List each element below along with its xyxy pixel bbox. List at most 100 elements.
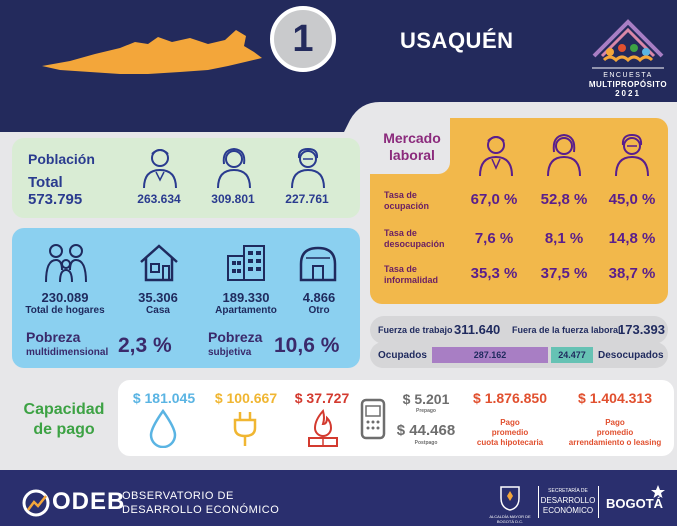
pobreza-subj-sub: subjetiva: [208, 347, 252, 358]
hogares-apto-label: Apartamento: [215, 305, 277, 316]
man-icon: [479, 136, 513, 177]
survey-label-2: MULTIPROPÓSITO: [588, 80, 668, 89]
footer-divider: [538, 486, 539, 518]
alcaldia-label: ALCALDÍA MAYOR DE BOGOTÁ D.C.: [489, 514, 531, 524]
ocupados-bar: [432, 347, 548, 363]
hipoteca-value: $ 1.876.850: [473, 390, 547, 406]
mercado-title-line2: laboral: [389, 147, 435, 163]
hogares-casa-label: Casa: [146, 305, 170, 316]
poblacion-women-value: 309.801: [211, 192, 255, 206]
observatorio-line2: DESARROLLO ECONÓMICO: [122, 504, 280, 516]
prepago-label: Prepago: [415, 408, 436, 414]
poblacion-title: Población: [28, 151, 95, 167]
informalidad-men-value: 35,3 %: [470, 265, 518, 282]
pobreza-subj-value: 10,6 %: [274, 334, 340, 357]
postpago-label: Postpago: [414, 440, 438, 446]
pobreza-multi-value: 2,3 %: [118, 334, 172, 357]
usaquen-map-shape: [42, 30, 262, 74]
coat-of-arms-icon: [500, 486, 520, 511]
hogares-casa-value: 35.306: [138, 290, 178, 305]
desocupacion-label-1: Tasa de: [384, 228, 417, 238]
fuerza-trabajo-label: Fuerza de trabajo: [378, 325, 453, 335]
hipoteca-label-3: cuota hipotecaria: [476, 438, 544, 447]
arriendo-label-2: promedio: [596, 428, 634, 437]
desocupados-bar: [551, 347, 593, 363]
pobreza-multi-title: Pobreza: [26, 329, 81, 345]
fuerza-trabajo-value: 311.640: [454, 322, 501, 337]
desocupacion-men-value: 7,6 %: [474, 230, 514, 247]
poblacion-total-label: Total: [28, 174, 63, 191]
hogares-total-value: 230.089: [41, 290, 89, 305]
informalidad-label: Tasa de informalidad: [384, 264, 438, 286]
arriendo-label: Pago promedio arrendamiento o leasing: [560, 418, 670, 448]
apartment-icon: [227, 245, 265, 281]
phone-icon: [360, 398, 386, 440]
bogota-star-icon: [651, 485, 665, 498]
hipoteca-label-2: promedio: [491, 428, 529, 437]
informalidad-label-2: informalidad: [384, 275, 439, 285]
gas-flame-icon: [308, 408, 338, 447]
hogares-otro-value: 4.866: [302, 290, 336, 305]
survey-logo-icon: [592, 19, 664, 69]
hipoteca-label: Pago promedio cuota hipotecaria: [462, 418, 558, 448]
postpago-value: $ 44.468: [396, 422, 456, 439]
mercado-title: Mercado laboral: [378, 130, 446, 164]
power-plug-icon: [233, 412, 257, 446]
poblacion-elderly-value: 227.761: [285, 192, 329, 206]
district-number: 1: [270, 6, 336, 72]
prepago-value: $ 5.201: [402, 391, 450, 407]
secretaria-line1: SECRETARÍA DE: [548, 488, 588, 494]
ocupados-label: Ocupados: [378, 350, 427, 361]
pobreza-subj-title: Pobreza: [208, 329, 263, 345]
woman-icon: [217, 147, 251, 189]
arriendo-label-3: arrendamiento o leasing: [568, 438, 662, 447]
mercado-title-line1: Mercado: [383, 130, 441, 146]
desocupacion-label: Tasa de desocupación: [384, 228, 445, 250]
house-icon: [140, 244, 178, 282]
secretaria-line3: ECONÓMICO: [542, 506, 594, 515]
odeb-logo-icon: [22, 489, 50, 517]
ocupacion-women-value: 52,8 %: [540, 191, 588, 208]
desocupados-value: 24.477: [558, 350, 586, 360]
ocupacion-label-2: ocupación: [384, 201, 430, 211]
family-icon: [45, 244, 87, 283]
bogota-logo-text: BOGOTÁ: [606, 496, 664, 511]
informalidad-label-1: Tasa de: [384, 264, 417, 274]
capacidad-pago-card: [118, 380, 674, 456]
pobreza-multi-sub: multidimensional: [26, 347, 109, 358]
hipoteca-label-1: Pago: [500, 418, 520, 427]
capacidad-pago-line1: Capacidad: [23, 401, 105, 418]
poblacion-men-value: 263.634: [137, 192, 181, 206]
odeb-logo-text: ODEB: [52, 488, 126, 515]
secretaria-line2: DESARROLLO: [540, 496, 596, 505]
informalidad-women-value: 37,5 %: [540, 265, 588, 282]
woman-icon: [547, 133, 581, 177]
informalidad-elderly-value: 38,7 %: [608, 265, 656, 282]
footer: [0, 470, 677, 526]
hogares-otro-label: Otro: [308, 305, 330, 316]
water-drop-icon: [149, 408, 177, 448]
capacidad-pago-line2: de pago: [33, 421, 95, 438]
fuerza-card: [370, 316, 668, 344]
header-navy-shape: [0, 0, 677, 132]
fuera-fuerza-value: 173.393: [618, 322, 665, 337]
capacidad-pago-title: Capacidad de pago: [12, 400, 116, 440]
desocupacion-elderly-value: 14,8 %: [608, 230, 656, 247]
district-name: USAQUÉN: [400, 28, 514, 53]
ocupacion-label: Tasa de ocupación: [384, 190, 429, 212]
hogares-apto-value: 189.330: [222, 290, 270, 305]
survey-year: 2021: [615, 89, 641, 98]
power-value: $ 100.667: [214, 390, 278, 406]
ocupacion-elderly-value: 45,0 %: [608, 191, 656, 208]
poblacion-total-value: 573.795: [28, 191, 83, 208]
mercado-title-notch: [370, 118, 450, 174]
ocupacion-men-value: 67,0 %: [470, 191, 518, 208]
desocupacion-women-value: 8,1 %: [544, 230, 584, 247]
gas-value: $ 37.727: [294, 390, 350, 406]
footer-divider-2: [598, 486, 599, 518]
fuera-fuerza-label: Fuera de la fuerza laboral: [512, 325, 621, 335]
desocupacion-label-2: desocupación: [384, 239, 445, 249]
elderly-icon: [291, 147, 325, 189]
man-icon: [143, 149, 177, 189]
ocupacion-label-1: Tasa de: [384, 190, 417, 200]
